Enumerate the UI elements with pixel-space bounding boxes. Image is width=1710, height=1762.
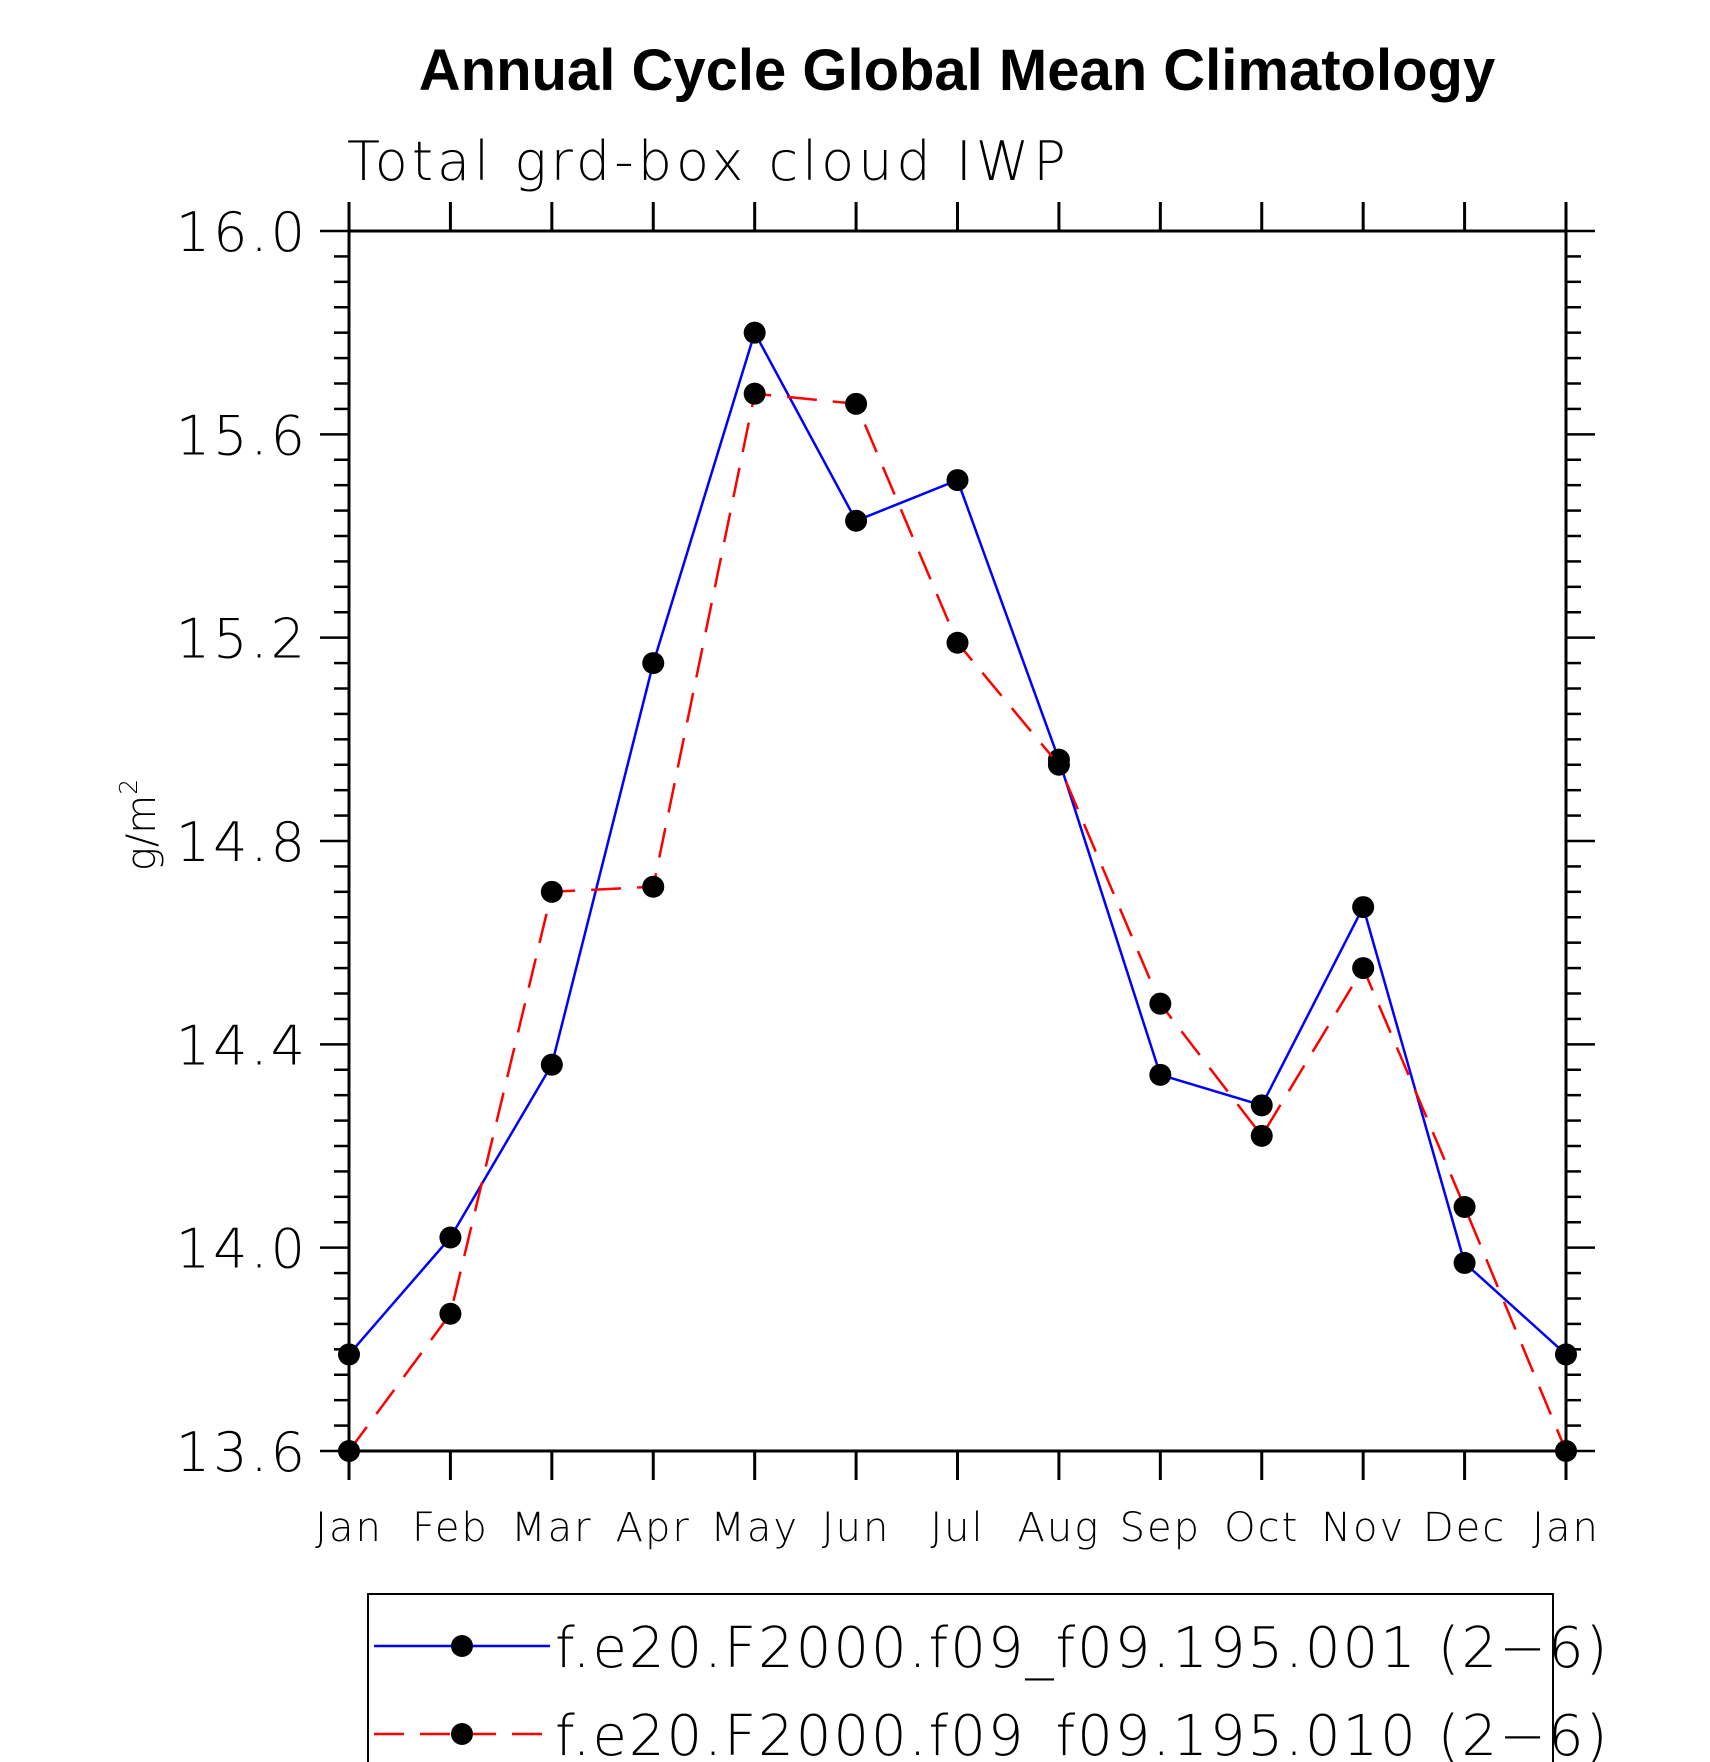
- x-tick-label: Apr: [616, 1505, 691, 1551]
- data-point: [642, 875, 665, 898]
- data-point: [439, 1302, 462, 1325]
- data-point: [946, 631, 969, 654]
- data-point: [540, 1053, 563, 1076]
- y-axis-label-unit: g/m: [119, 795, 165, 871]
- x-tick-label: Feb: [412, 1505, 489, 1551]
- series-1: [338, 321, 1577, 1366]
- y-axis-label-exponent: 2: [114, 779, 143, 795]
- x-tick-label: Dec: [1423, 1505, 1506, 1551]
- y-tick-labels: 13.6 14.0 14.4 14.8 15.2 15.6 16.0: [176, 201, 308, 1484]
- data-point: [1149, 992, 1172, 1015]
- data-point: [1352, 957, 1375, 980]
- y-tick-label: 13.6: [176, 1421, 308, 1484]
- y-tick-label: 16.0: [176, 201, 308, 264]
- x-tick-label: Aug: [1018, 1505, 1101, 1551]
- data-point: [743, 321, 766, 344]
- data-point: [540, 880, 563, 903]
- x-tick-label: Oct: [1224, 1505, 1299, 1551]
- legend-marker: [451, 1723, 473, 1745]
- data-point: [743, 382, 766, 405]
- chart-subtitle: Total grd-box cloud IWP: [347, 130, 1070, 193]
- legend: f.e20.F2000.f09_f09.195.001 (2−6) f.e20.F…: [367, 1593, 1609, 1762]
- y-tick-label: 14.8: [176, 811, 308, 874]
- x-tick-labels: Jan Feb Mar Apr May Jun Jul Aug Sep Oct Nov Dec Jan: [315, 1505, 1600, 1551]
- y-tick-label: 14.4: [176, 1014, 308, 1077]
- data-point: [1149, 1063, 1172, 1086]
- y-tick-label: 15.2: [176, 608, 308, 671]
- data-point: [338, 1343, 360, 1366]
- x-tick-label: Sep: [1120, 1505, 1201, 1551]
- data-point: [1250, 1094, 1273, 1117]
- legend-entry-1: f.e20.F2000.f09_f09.195.001 (2−6): [374, 1616, 1609, 1681]
- data-point: [1352, 896, 1375, 919]
- data-point: [338, 1440, 360, 1462]
- x-tick-label: Mar: [511, 1505, 592, 1551]
- legend-entry-2: f.e20.F2000.f09_f09.195.010 (2−6): [374, 1704, 1609, 1762]
- plot-frame: [347, 229, 1568, 1453]
- legend-label: f.e20.F2000.f09_f09.195.010 (2−6): [555, 1704, 1609, 1762]
- data-point: [1047, 753, 1070, 776]
- y-tick-label: 14.0: [176, 1218, 308, 1281]
- legend-box: [367, 1593, 1554, 1762]
- data-point: [1250, 1124, 1273, 1147]
- data-point: [1453, 1251, 1476, 1274]
- x-tick-label: Jan: [1532, 1505, 1600, 1551]
- x-tick-label: Jun: [822, 1505, 891, 1551]
- legend-label: f.e20.F2000.f09_f09.195.001 (2−6): [555, 1616, 1609, 1681]
- axis-ticks: [320, 202, 1595, 1480]
- data-point: [1453, 1196, 1476, 1218]
- data-point: [439, 1226, 462, 1249]
- y-tick-label: 15.6: [176, 404, 308, 467]
- x-tick-label: May: [710, 1505, 799, 1551]
- data-point: [845, 509, 868, 532]
- data-point: [642, 652, 665, 675]
- series-2: [338, 382, 1577, 1462]
- legend-marker: [451, 1635, 473, 1657]
- chart-title: Annual Cycle Global Mean Climatology: [419, 38, 1495, 103]
- data-point: [845, 392, 868, 415]
- series-layer: [338, 321, 1577, 1462]
- x-tick-label: Jan: [315, 1505, 383, 1551]
- data-point: [1555, 1343, 1577, 1366]
- x-tick-label: Nov: [1321, 1505, 1405, 1551]
- series-line: [347, 392, 1568, 1452]
- y-axis-label: g/m2: [114, 779, 165, 871]
- data-point: [946, 469, 969, 492]
- x-tick-label: Jul: [930, 1505, 984, 1551]
- data-point: [1555, 1440, 1577, 1462]
